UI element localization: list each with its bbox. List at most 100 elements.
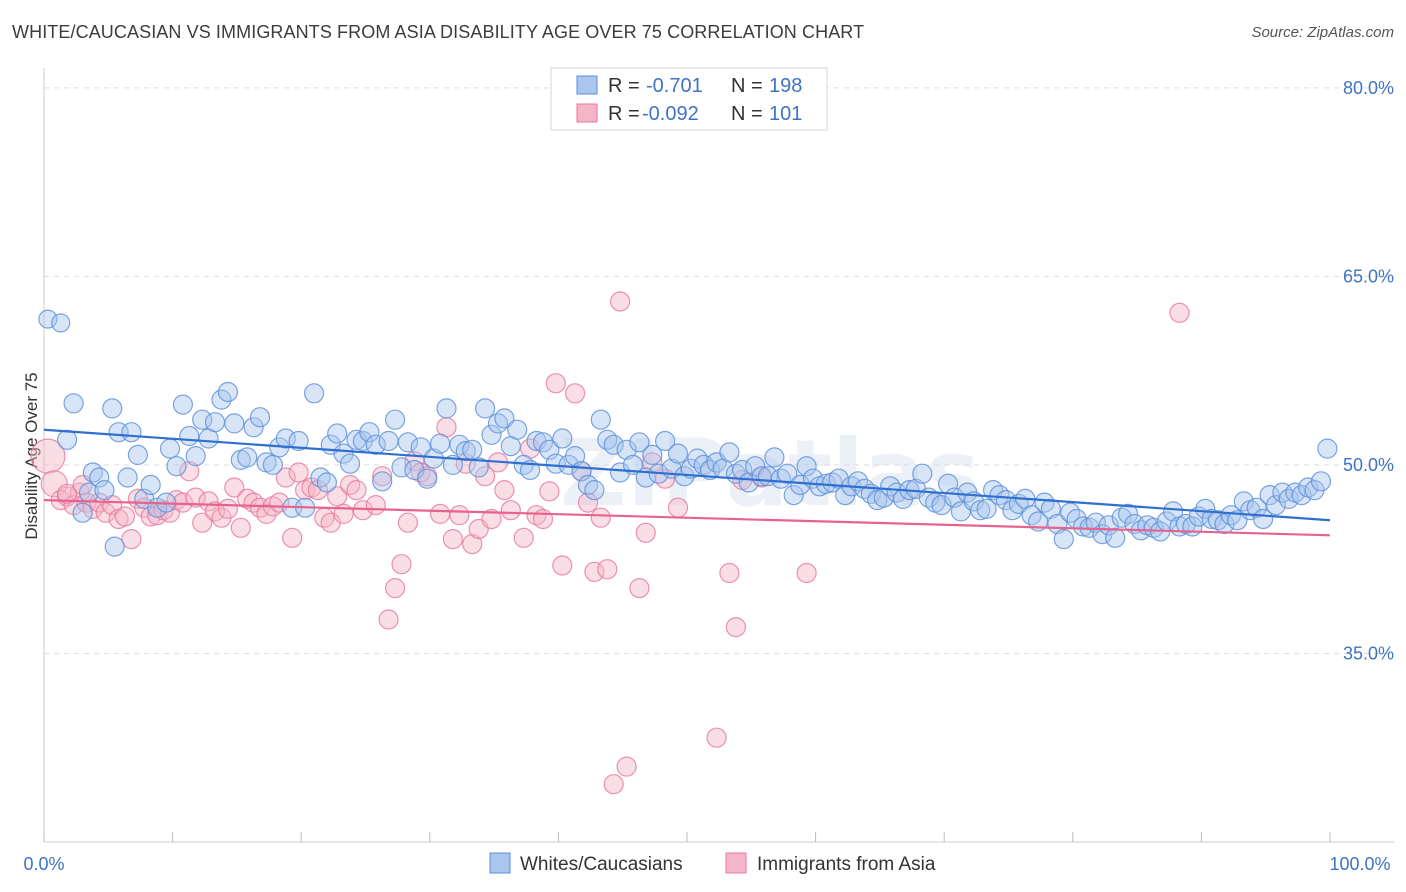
point-white-31 bbox=[237, 447, 258, 468]
point-asia-93 bbox=[719, 562, 740, 584]
point-white-122 bbox=[822, 472, 843, 493]
point-white-68 bbox=[475, 398, 496, 419]
point-white-2 bbox=[56, 429, 78, 450]
point-white-62 bbox=[436, 398, 457, 419]
point-white-161 bbox=[1072, 516, 1094, 537]
bottom-legend-swatch-blue bbox=[489, 852, 511, 874]
point-asia-51 bbox=[372, 466, 393, 487]
x-tick-label-min: 0.0% bbox=[23, 854, 64, 874]
point-white-4 bbox=[72, 502, 93, 523]
point-asia-30 bbox=[230, 517, 251, 538]
legend-r-label-2: R = bbox=[608, 103, 640, 125]
point-white-80 bbox=[552, 428, 573, 449]
point-white-10 bbox=[104, 536, 125, 557]
point-white-82 bbox=[564, 446, 586, 467]
point-white-24 bbox=[192, 409, 213, 430]
legend-n-label-2: N = bbox=[731, 103, 763, 125]
point-white-199 bbox=[1317, 438, 1338, 459]
point-white-67 bbox=[468, 457, 489, 478]
point-white-90 bbox=[616, 439, 637, 460]
bottom-legend-swatch-pink bbox=[725, 852, 747, 874]
point-white-13 bbox=[121, 422, 142, 443]
point-white-91 bbox=[622, 454, 644, 475]
series-immigrants-from-asia bbox=[30, 291, 1190, 795]
point-white-172 bbox=[1143, 517, 1164, 538]
point-white-9 bbox=[102, 398, 123, 419]
point-asia-74 bbox=[532, 508, 554, 530]
x-tick-label-max: 100.0% bbox=[1329, 854, 1390, 874]
point-white-156 bbox=[1040, 498, 1062, 519]
point-asia-48 bbox=[346, 480, 367, 501]
point-white-50 bbox=[359, 422, 380, 443]
y-tick-label-65: 65.0% bbox=[1343, 266, 1394, 286]
point-asia-75 bbox=[539, 481, 560, 502]
point-asia-22 bbox=[179, 461, 200, 482]
y-tick-labels: 35.0% 50.0% 65.0% 80.0% bbox=[1343, 78, 1394, 664]
legend-n-label-1: N = bbox=[731, 75, 763, 97]
point-asia-98 bbox=[1169, 302, 1190, 323]
point-white-65 bbox=[455, 441, 476, 462]
point-white-37 bbox=[275, 428, 296, 449]
point-white-23 bbox=[185, 446, 206, 467]
point-white-139 bbox=[931, 495, 952, 516]
point-asia-77 bbox=[552, 555, 573, 576]
x-axis-ticks bbox=[43, 832, 1331, 842]
point-white-168 bbox=[1117, 503, 1139, 525]
point-white-26 bbox=[204, 412, 226, 433]
point-asia-92 bbox=[706, 727, 727, 748]
point-white-63 bbox=[442, 454, 463, 475]
point-asia-84 bbox=[603, 774, 624, 795]
point-white-94 bbox=[642, 444, 663, 465]
chart-title: WHITE/CAUCASIAN VS IMMIGRANTS FROM ASIA … bbox=[12, 22, 865, 42]
point-white-61 bbox=[430, 433, 451, 454]
point-white-89 bbox=[609, 462, 631, 483]
point-white-198 bbox=[1310, 471, 1332, 492]
point-white-0 bbox=[38, 309, 58, 329]
point-white-39 bbox=[288, 430, 309, 452]
point-white-46 bbox=[333, 443, 354, 464]
point-white-56 bbox=[397, 432, 418, 453]
point-asia-76 bbox=[545, 373, 566, 394]
y-tick-label-50: 50.0% bbox=[1343, 455, 1394, 475]
point-asia-39 bbox=[288, 462, 309, 483]
point-asia-54 bbox=[391, 554, 412, 575]
point-white-32 bbox=[243, 417, 264, 438]
point-asia-12 bbox=[114, 506, 136, 527]
point-white-41 bbox=[304, 383, 325, 404]
point-asia-45 bbox=[327, 486, 348, 507]
gridlines bbox=[44, 87, 1394, 654]
point-asia-71 bbox=[513, 527, 534, 548]
point-white-47 bbox=[340, 453, 361, 474]
point-asia-94 bbox=[725, 616, 747, 638]
point-white-188 bbox=[1246, 497, 1267, 518]
point-asia-81 bbox=[584, 561, 605, 582]
point-asia-13 bbox=[121, 528, 142, 550]
point-white-86 bbox=[590, 409, 611, 430]
point-white-180 bbox=[1195, 498, 1216, 519]
point-white-66 bbox=[462, 439, 483, 460]
point-white-88 bbox=[603, 434, 624, 455]
point-asia-88 bbox=[635, 522, 656, 543]
point-asia-53 bbox=[385, 577, 406, 599]
point-white-146 bbox=[976, 498, 997, 519]
legend-r-value-2: -0.092 bbox=[642, 103, 699, 125]
y-tick-label-35: 35.0% bbox=[1343, 643, 1394, 663]
point-asia-23 bbox=[185, 487, 206, 508]
point-asia-91 bbox=[667, 497, 689, 518]
point-white-69 bbox=[481, 424, 502, 445]
legend-n-value-1: 198 bbox=[769, 75, 802, 97]
trend-line-whites bbox=[43, 428, 1331, 522]
point-white-3 bbox=[63, 393, 84, 414]
point-white-190 bbox=[1259, 485, 1280, 506]
point-white-21 bbox=[172, 394, 193, 415]
point-white-181 bbox=[1201, 508, 1222, 530]
point-asia-80 bbox=[577, 492, 599, 513]
point-white-28 bbox=[217, 381, 238, 403]
point-asia-52 bbox=[378, 609, 399, 630]
point-asia-64 bbox=[462, 533, 483, 555]
legend-n-value-2: 101 bbox=[769, 103, 802, 125]
point-white-163 bbox=[1085, 512, 1107, 533]
point-asia-25 bbox=[198, 491, 219, 512]
bottom-legend-label-whites: Whites/Caucasians bbox=[520, 854, 683, 875]
